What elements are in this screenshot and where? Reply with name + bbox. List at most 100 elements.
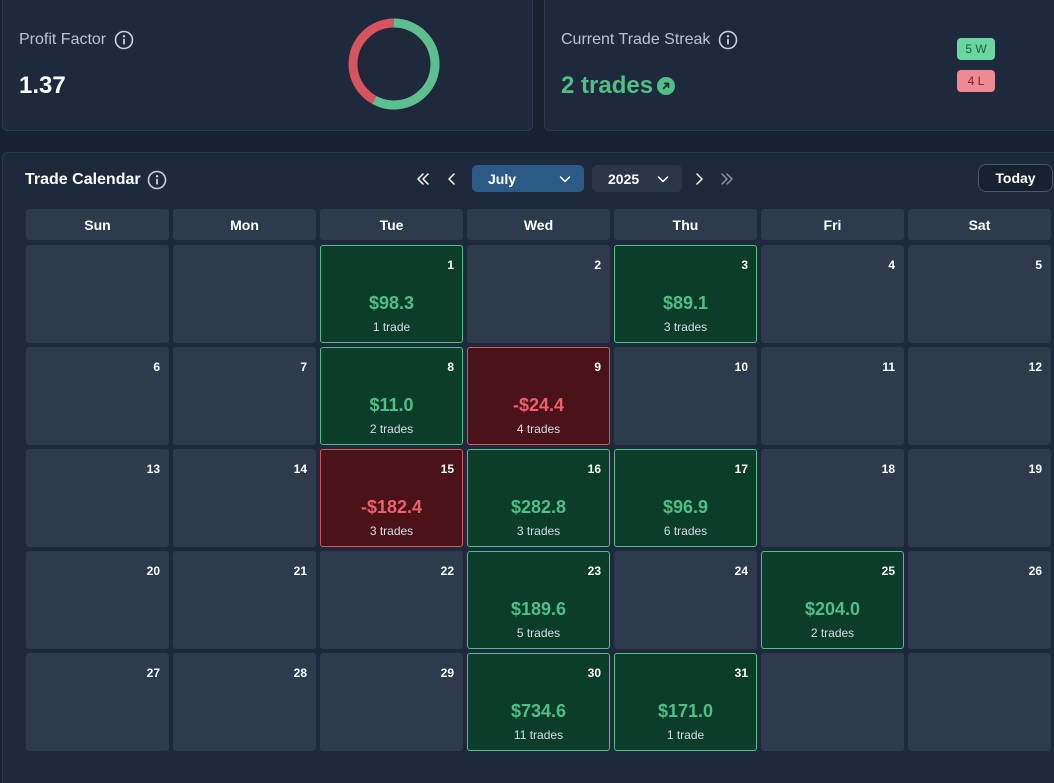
trade-calendar-header: Trade Calendar [25, 170, 167, 190]
day-number: 8 [447, 360, 454, 374]
info-icon[interactable] [718, 30, 738, 50]
empty-day-cell [173, 245, 316, 343]
trade-calendar-title: Trade Calendar [25, 171, 141, 188]
day-number: 11 [882, 360, 895, 374]
day-cell-1[interactable]: 1 $98.3 1 trade [320, 245, 463, 343]
calendar-day-grid: 1 $98.3 1 trade 2 3 $89.1 3 trades 4 5 6 7 8 $11.0 2 … [26, 245, 1051, 751]
day-trade-count: 1 trade [666, 728, 705, 742]
day-cell-15[interactable]: 15 -$182.4 3 trades [320, 449, 463, 547]
chevrons-left-icon [417, 173, 429, 185]
day-number: 16 [587, 462, 601, 476]
empty-day-cell [761, 653, 904, 751]
day-cell-27[interactable]: 27 [26, 653, 169, 751]
day-cell-16[interactable]: 16 $282.8 3 trades [467, 449, 610, 547]
trade-streak-card: Current Trade Streak 2 trades 5 W 4 L [544, 0, 1054, 131]
day-number: 7 [300, 360, 307, 374]
day-cell-10[interactable]: 10 [614, 347, 757, 445]
previous-month-button[interactable] [442, 168, 462, 190]
day-number: 6 [153, 360, 160, 374]
trade-calendar-card: Trade Calendar July 2025 [2, 152, 1054, 783]
day-cell-25[interactable]: 25 $204.0 2 trades [761, 551, 904, 649]
profit-factor-header: Profit Factor [19, 30, 134, 50]
year-select[interactable]: 2025 [592, 165, 682, 192]
day-pnl: $282.8 [510, 497, 567, 517]
day-cell-3[interactable]: 3 $89.1 3 trades [614, 245, 757, 343]
day-cell-28[interactable]: 28 [173, 653, 316, 751]
day-cell-21[interactable]: 21 [173, 551, 316, 649]
day-cell-12[interactable]: 12 [908, 347, 1051, 445]
day-number: 3 [741, 258, 748, 272]
day-trade-count: 11 trades [513, 728, 564, 742]
day-cell-24[interactable]: 24 [614, 551, 757, 649]
empty-day-cell [26, 245, 169, 343]
day-number: 20 [146, 564, 160, 578]
chevron-right-icon [696, 173, 703, 185]
day-trade-count: 4 trades [516, 422, 561, 436]
day-cell-26[interactable]: 26 [908, 551, 1051, 649]
day-trade-count: 2 trades [369, 422, 414, 436]
day-cell-6[interactable]: 6 [26, 347, 169, 445]
day-cell-22[interactable]: 22 [320, 551, 463, 649]
info-icon[interactable] [147, 170, 167, 190]
day-cell-30[interactable]: 30 $734.6 11 trades [467, 653, 610, 751]
weekday-header-wed: Wed [467, 209, 610, 240]
day-number: 29 [440, 666, 454, 680]
day-pnl: $89.1 [662, 293, 709, 313]
day-cell-11[interactable]: 11 [761, 347, 904, 445]
day-number: 4 [888, 258, 895, 272]
day-pnl: -$24.4 [512, 395, 565, 415]
day-number: 21 [293, 564, 307, 578]
day-number: 19 [1028, 462, 1042, 476]
day-cell-31[interactable]: 31 $171.0 1 trade [614, 653, 757, 751]
month-select-value: July [488, 170, 517, 187]
day-cell-2[interactable]: 2 [467, 245, 610, 343]
day-cell-8[interactable]: 8 $11.0 2 trades [320, 347, 463, 445]
day-cell-29[interactable]: 29 [320, 653, 463, 751]
day-number: 28 [293, 666, 307, 680]
day-trade-count: 1 trade [372, 320, 411, 334]
arrow-up-right-icon [657, 77, 676, 95]
chevron-left-icon [448, 173, 455, 185]
day-cell-14[interactable]: 14 [173, 449, 316, 547]
weekday-header-thu: Thu [614, 209, 757, 240]
day-cell-19[interactable]: 19 [908, 449, 1051, 547]
next-month-button[interactable] [689, 168, 709, 190]
day-number: 5 [1035, 258, 1042, 272]
weekday-header-row: Sun Mon Tue Wed Thu Fri Sat [26, 209, 1051, 240]
day-cell-13[interactable]: 13 [26, 449, 169, 547]
day-cell-9[interactable]: 9 -$24.4 4 trades [467, 347, 610, 445]
day-number: 23 [587, 564, 601, 578]
day-pnl: $98.3 [368, 293, 415, 313]
day-number: 14 [293, 462, 307, 476]
previous-year-button[interactable] [413, 168, 433, 190]
day-cell-7[interactable]: 7 [173, 347, 316, 445]
day-trade-count: 6 trades [663, 524, 708, 538]
weekday-header-sat: Sat [908, 209, 1051, 240]
wins-badge: 5 W [957, 38, 995, 60]
day-cell-18[interactable]: 18 [761, 449, 904, 547]
year-select-value: 2025 [608, 170, 640, 187]
day-pnl: -$182.4 [360, 497, 423, 517]
next-year-button[interactable] [717, 168, 737, 190]
day-pnl: $734.6 [510, 701, 567, 721]
day-pnl: $96.9 [662, 497, 709, 517]
day-cell-17[interactable]: 17 $96.9 6 trades [614, 449, 757, 547]
trade-streak-count: 2 trades [561, 72, 654, 99]
profit-factor-donut-chart [348, 18, 440, 110]
day-cell-4[interactable]: 4 [761, 245, 904, 343]
month-select[interactable]: July [472, 165, 584, 192]
donut-win-arc [348, 18, 440, 110]
day-trade-count: 3 trades [516, 524, 561, 538]
day-number: 10 [734, 360, 748, 374]
day-number: 22 [440, 564, 454, 578]
profit-factor-value: 1.37 [19, 72, 66, 99]
day-cell-5[interactable]: 5 [908, 245, 1051, 343]
trade-streak-value: 2 trades [561, 72, 676, 100]
day-number: 12 [1028, 360, 1042, 374]
today-button[interactable]: Today [978, 164, 1053, 192]
day-number: 13 [146, 462, 160, 476]
day-cell-23[interactable]: 23 $189.6 5 trades [467, 551, 610, 649]
info-icon[interactable] [114, 30, 134, 50]
day-cell-20[interactable]: 20 [26, 551, 169, 649]
day-number: 18 [881, 462, 895, 476]
